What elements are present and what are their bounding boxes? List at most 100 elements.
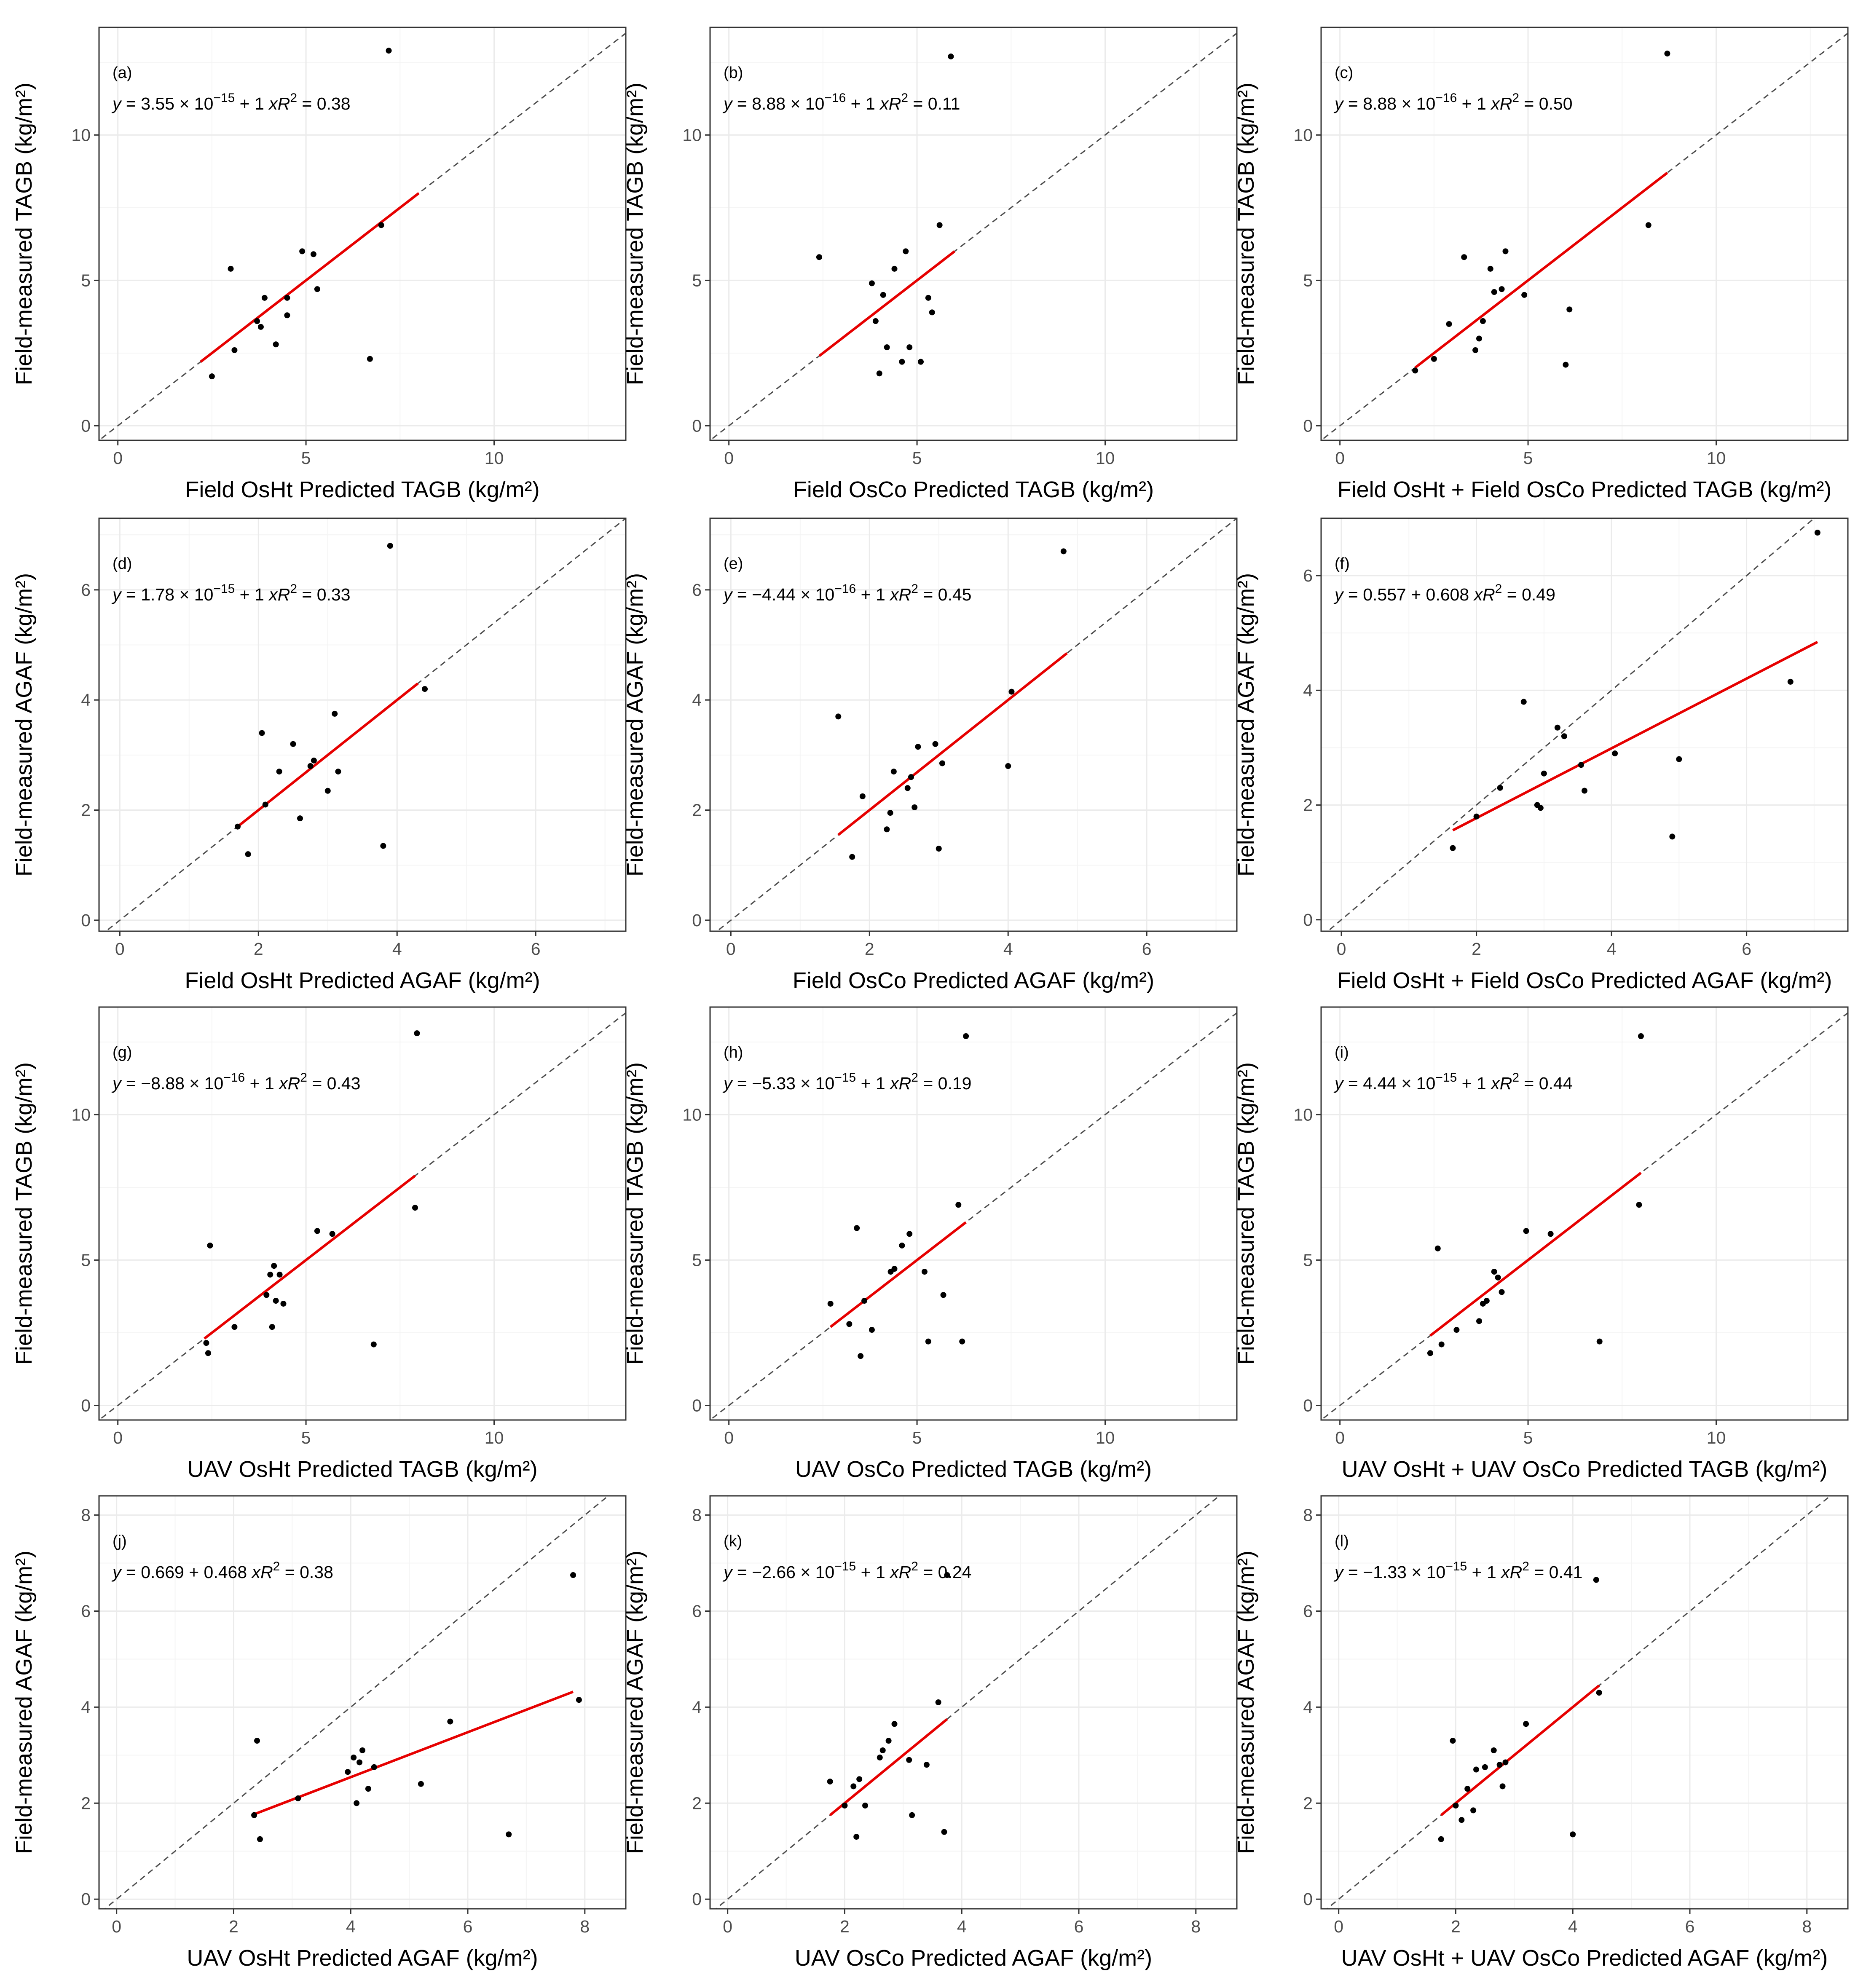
panel-border [1320,1495,1849,1910]
eq-times-ten: × 10 [174,585,213,604]
panel-tag: (c) [1335,64,1353,82]
panel-tag: (d) [113,555,132,573]
data-point [918,359,924,365]
data-point [231,1324,238,1330]
data-point [1496,1762,1503,1768]
data-point [1464,1786,1471,1792]
data-point [310,251,316,257]
data-point [1473,1766,1480,1773]
eq-slope: + 1 [1467,1562,1501,1582]
eq-x-symbol: x [889,1562,899,1582]
x-tick-label: 4 [392,939,402,959]
data-point [1470,1807,1477,1814]
eq-y-symbol: y [1333,585,1344,604]
data-point [846,1321,853,1327]
eq-r-superscript: 2 [1522,1559,1529,1573]
data-point [1434,1245,1441,1251]
data-point [1578,762,1584,768]
data-point [1482,1764,1488,1770]
data-point [259,730,265,736]
panel-border [1320,517,1849,932]
eq-x-symbol: x [1490,1074,1500,1093]
eq-intercept: −8.88 [141,1074,185,1093]
x-tick-label: 6 [1742,939,1751,959]
data-point [899,1242,905,1249]
data-point [299,248,306,255]
scatter-panel: 0 2 4 6 0 2 4 6 Field OsHt + Field OsCo Predicte… [1233,517,1849,993]
x-tick-label: 2 [1451,1917,1461,1936]
x-tick-label: 5 [912,448,922,468]
x-tick-label: 0 [723,1917,732,1936]
data-point [1438,1836,1444,1842]
eq-r2-value: = 0.38 [280,1562,333,1582]
y-tick-label: 6 [1303,566,1313,585]
regression-line [837,652,1068,836]
data-point [932,741,938,747]
y-tick-label: 0 [692,1889,702,1909]
y-tick-label: 2 [1303,1793,1313,1813]
y-tick-label: 10 [71,1105,91,1124]
y-tick-label: 0 [692,1396,702,1415]
x-axis-title: UAV OsCo Predicted TAGB (kg/m²) [795,1457,1152,1482]
panel-border [98,1006,627,1421]
data-point [1005,763,1011,769]
data-point [205,1350,211,1356]
eq-r-superscript: 2 [1512,91,1519,105]
scatter-panel: 0 5 10 0 5 10 Field OsHt Predicted TAGB (kg/m²… [11,27,627,502]
regression-line [1414,171,1668,369]
data-point [1499,1289,1505,1295]
data-point [827,1779,833,1785]
data-point [1520,699,1527,705]
eq-times-ten: × 10 [796,1074,834,1093]
regression-equation: y = 0.669 + 0.468 xR2 = 0.38 [111,1559,333,1582]
scatter-panel: 0 5 10 0 5 10 Field OsHt + Field OsCo Predicte… [1233,27,1849,502]
eq-r-symbol: R [288,1074,300,1093]
data-point [280,1300,287,1307]
data-point [885,1738,892,1744]
data-point [273,341,279,348]
y-axis-title: Field-measured AGAF (kg/m²) [622,573,648,876]
panel-tag: (l) [1335,1533,1349,1550]
scatter-panel: 0 2 4 6 0 2 4 6 Field OsHt Predicted AGAF (kg/m²… [11,517,627,993]
data-point [1060,548,1067,555]
data-point [1554,724,1560,731]
data-point [1561,733,1567,739]
data-point [884,826,890,833]
regression-equation: y = −2.66 × 10−15 + 1 xR2 = 0.24 [722,1559,971,1582]
data-point [1438,1341,1445,1348]
data-point [862,1803,869,1808]
panel-tag: (f) [1335,555,1350,573]
y-tick-label: 4 [692,1697,702,1717]
eq-x-symbol: x [889,1074,899,1093]
data-point [386,48,392,54]
data-point [906,344,913,351]
data-point [314,286,320,292]
x-tick-label: 2 [1472,939,1481,959]
eq-r2-value: = 0.11 [908,94,960,113]
data-point [261,295,268,301]
panel-tag: (b) [724,64,743,82]
data-point [307,763,314,769]
data-point [908,774,914,780]
eq-r2-value: = 0.38 [297,94,351,113]
data-point [1664,51,1670,57]
eq-r-symbol: R [278,94,290,113]
eq-x-symbol: x [889,585,899,604]
data-point [1541,770,1547,777]
data-point [276,769,282,775]
eq-intercept: 8.88 [1363,94,1397,113]
data-point [1450,1738,1456,1744]
eq-r-superscript: 2 [290,91,297,105]
x-tick-label: 10 [485,448,504,468]
y-tick-label: 0 [81,1396,91,1415]
eq-y-symbol: y [1333,1562,1344,1582]
y-axis-title: Field-measured TAGB (kg/m²) [622,83,648,385]
data-point [207,1242,213,1249]
data-point [1523,1721,1529,1727]
data-point [880,292,886,298]
data-point [891,1721,898,1727]
y-tick-label: 0 [81,1889,91,1909]
y-tick-label: 10 [71,125,91,145]
y-tick-label: 5 [692,271,702,290]
data-point [940,1292,946,1298]
